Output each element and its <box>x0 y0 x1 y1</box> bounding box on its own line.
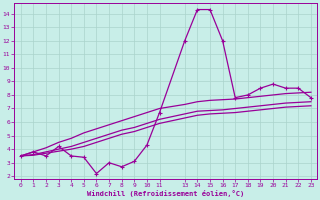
X-axis label: Windchill (Refroidissement éolien,°C): Windchill (Refroidissement éolien,°C) <box>87 190 244 197</box>
